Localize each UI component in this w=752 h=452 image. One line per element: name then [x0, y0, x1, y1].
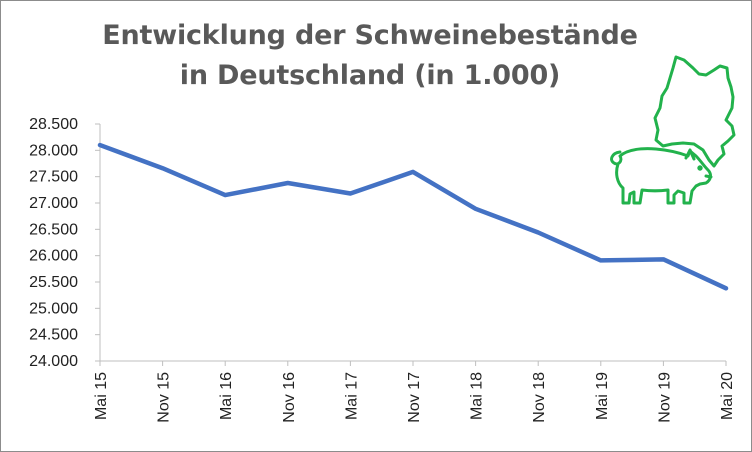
y-tick-label: 25.500	[29, 274, 78, 291]
y-tick-label: 27.500	[29, 169, 78, 186]
series-line	[97, 142, 729, 291]
chart-title-line-1: Entwicklung der Schweinebestände	[102, 20, 638, 51]
y-tick-label: 27.000	[29, 195, 78, 212]
x-tick-label: Nov 15	[156, 372, 173, 423]
chart-title-line-2: in Deutschland (in 1.000)	[179, 60, 561, 91]
x-tick-label: Nov 18	[531, 372, 548, 423]
x-tick-label: Mai 19	[594, 372, 611, 420]
pig-and-germany-map-icon	[610, 55, 736, 205]
y-tick-label: 26.500	[29, 221, 78, 238]
chart-title: Entwicklung der Schweinebestände in Deut…	[40, 16, 700, 96]
x-tick-labels: Mai 15 Nov 15 Mai 16 Nov 16 Mai 17 Nov 17 Mai …	[93, 372, 736, 423]
axes	[95, 123, 727, 366]
y-tick-label: 28.500	[29, 116, 78, 133]
x-tick-label: Mai 18	[469, 372, 486, 420]
x-tick-label: Nov 16	[281, 372, 298, 423]
pig-snout	[704, 174, 713, 179]
x-tick-label: Nov 19	[656, 372, 673, 423]
pig-ear	[684, 148, 696, 161]
x-tick-label: Mai 16	[218, 372, 235, 420]
pig-outline	[610, 147, 712, 205]
y-tick-labels: 24.000 24.500 25.000 25.500 26.000 26.500 27.0…	[29, 116, 78, 370]
y-tick-label: 24.500	[29, 327, 78, 344]
x-tick-label: Nov 17	[406, 372, 423, 423]
x-tick-label: Mai 15	[93, 372, 110, 420]
series-group	[97, 142, 729, 291]
x-tick-label: Mai 20	[719, 372, 736, 420]
y-tick-label: 25.000	[29, 300, 78, 317]
y-tick-label: 28.000	[29, 142, 78, 159]
pig-eye	[697, 165, 703, 171]
x-tick-label: Mai 17	[343, 372, 360, 420]
y-tick-label: 24.000	[29, 353, 78, 370]
y-tick-label: 26.000	[29, 248, 78, 265]
germany-map-outline	[653, 55, 736, 168]
